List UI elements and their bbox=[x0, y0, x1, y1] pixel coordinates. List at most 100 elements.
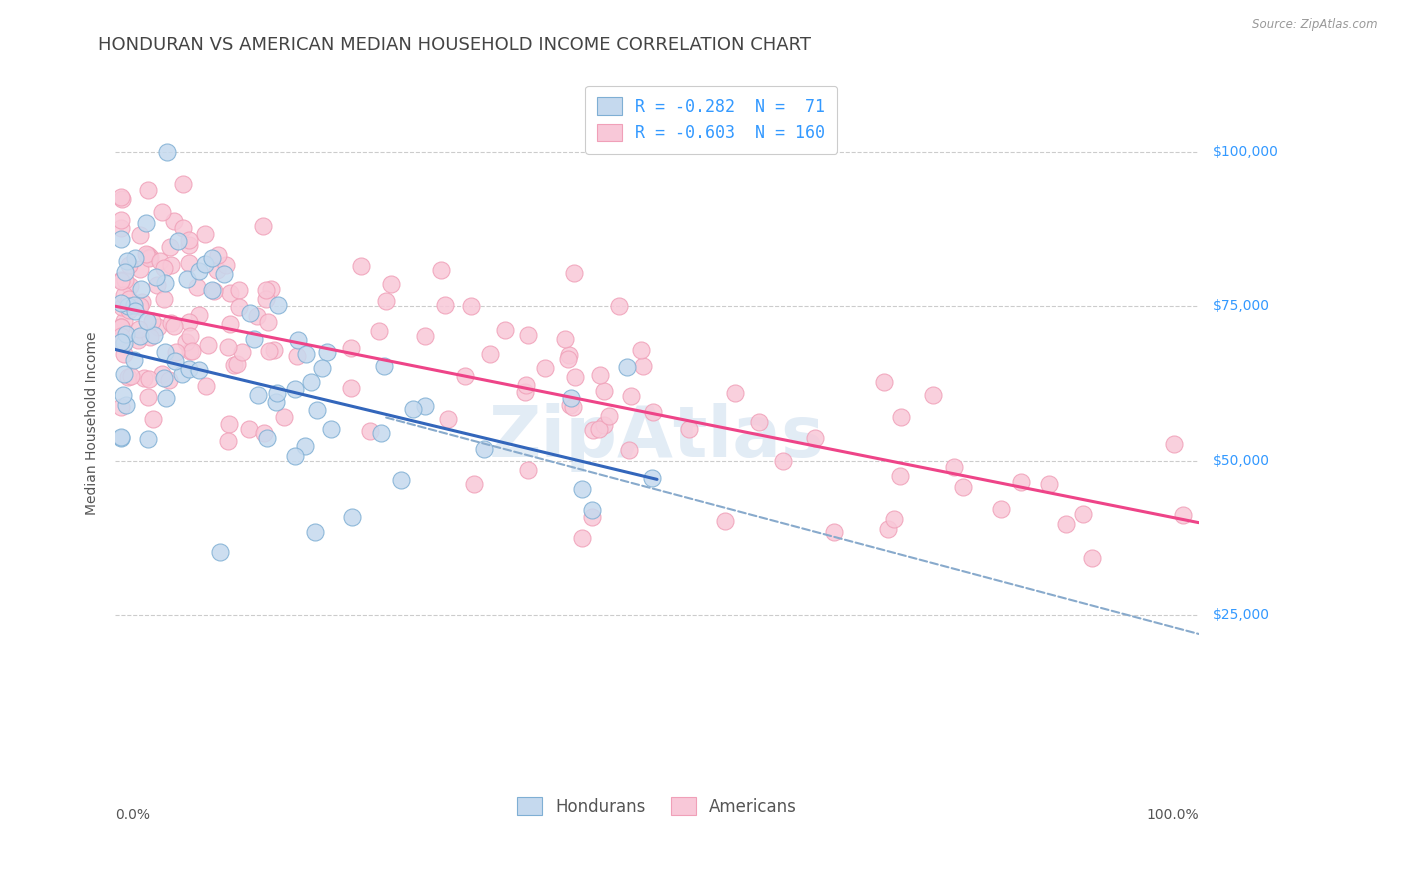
Point bbox=[307, 402, 329, 417]
Point bbox=[239, 306, 262, 320]
Point bbox=[177, 256, 200, 270]
Point bbox=[259, 343, 281, 358]
Point bbox=[212, 267, 235, 281]
Point bbox=[368, 324, 391, 338]
Point bbox=[772, 453, 794, 467]
Point bbox=[110, 320, 132, 334]
Text: $75,000: $75,000 bbox=[1212, 299, 1270, 313]
Point bbox=[139, 250, 162, 264]
Point bbox=[564, 370, 586, 384]
Point bbox=[117, 254, 139, 268]
Point bbox=[562, 400, 585, 414]
Point bbox=[593, 384, 616, 398]
Point bbox=[207, 248, 229, 262]
Point bbox=[515, 384, 537, 399]
Point bbox=[533, 360, 555, 375]
Point bbox=[437, 412, 460, 426]
Point bbox=[188, 363, 211, 377]
Point bbox=[117, 300, 139, 314]
Point bbox=[138, 251, 160, 265]
Point bbox=[110, 320, 132, 334]
Point bbox=[256, 431, 278, 445]
Point bbox=[598, 409, 620, 423]
Point bbox=[560, 391, 582, 405]
Point bbox=[114, 335, 136, 350]
Point bbox=[284, 382, 307, 396]
Point bbox=[120, 368, 142, 383]
Point bbox=[430, 262, 453, 277]
Point bbox=[177, 234, 200, 248]
Point bbox=[1163, 437, 1185, 451]
Point bbox=[115, 398, 138, 412]
Point bbox=[724, 386, 747, 401]
Point bbox=[370, 425, 392, 440]
Point bbox=[136, 183, 159, 197]
Point bbox=[1054, 516, 1077, 531]
Point bbox=[110, 300, 132, 314]
Point bbox=[118, 258, 141, 272]
Point bbox=[285, 349, 308, 363]
Point bbox=[252, 219, 274, 233]
Point bbox=[952, 480, 974, 494]
Point bbox=[201, 284, 224, 298]
Text: 100.0%: 100.0% bbox=[1146, 808, 1199, 822]
Point bbox=[284, 449, 307, 463]
Point bbox=[609, 299, 631, 313]
Point bbox=[921, 388, 943, 402]
Text: 0.0%: 0.0% bbox=[115, 808, 150, 822]
Point bbox=[226, 357, 249, 371]
Point bbox=[581, 509, 603, 524]
Point bbox=[188, 308, 211, 322]
Point bbox=[135, 314, 157, 328]
Point bbox=[110, 190, 132, 204]
Point bbox=[110, 273, 132, 287]
Point bbox=[179, 343, 201, 358]
Point bbox=[215, 258, 238, 272]
Point bbox=[472, 442, 495, 456]
Point bbox=[131, 295, 153, 310]
Point bbox=[1010, 475, 1032, 489]
Point bbox=[359, 424, 381, 438]
Point bbox=[155, 145, 177, 159]
Point bbox=[245, 309, 267, 323]
Point bbox=[153, 292, 176, 306]
Point bbox=[122, 298, 145, 312]
Point bbox=[114, 272, 136, 286]
Point bbox=[299, 375, 322, 389]
Point bbox=[254, 292, 277, 306]
Point bbox=[209, 545, 232, 559]
Point bbox=[273, 410, 295, 425]
Point bbox=[128, 262, 150, 277]
Point bbox=[517, 327, 540, 342]
Point bbox=[197, 338, 219, 352]
Point bbox=[217, 434, 239, 448]
Point bbox=[434, 298, 457, 312]
Point bbox=[321, 422, 343, 436]
Point bbox=[129, 329, 152, 343]
Point bbox=[127, 333, 149, 347]
Point bbox=[463, 477, 485, 491]
Point bbox=[616, 359, 638, 374]
Point bbox=[146, 277, 169, 292]
Point bbox=[415, 328, 437, 343]
Point bbox=[619, 442, 641, 457]
Point bbox=[110, 296, 132, 310]
Point bbox=[516, 463, 538, 477]
Point bbox=[172, 177, 194, 191]
Point bbox=[115, 326, 138, 341]
Point bbox=[172, 221, 194, 235]
Point bbox=[340, 341, 363, 355]
Point bbox=[112, 347, 135, 361]
Point bbox=[582, 423, 605, 437]
Point bbox=[117, 369, 139, 384]
Point bbox=[146, 320, 169, 334]
Point bbox=[150, 367, 173, 381]
Point bbox=[110, 220, 132, 235]
Point bbox=[141, 314, 163, 328]
Point bbox=[217, 340, 239, 354]
Point bbox=[136, 247, 159, 261]
Text: HONDURAN VS AMERICAN MEDIAN HOUSEHOLD INCOME CORRELATION CHART: HONDURAN VS AMERICAN MEDIAN HOUSEHOLD IN… bbox=[98, 36, 811, 54]
Point bbox=[238, 422, 260, 436]
Point bbox=[564, 266, 586, 280]
Point bbox=[159, 240, 181, 254]
